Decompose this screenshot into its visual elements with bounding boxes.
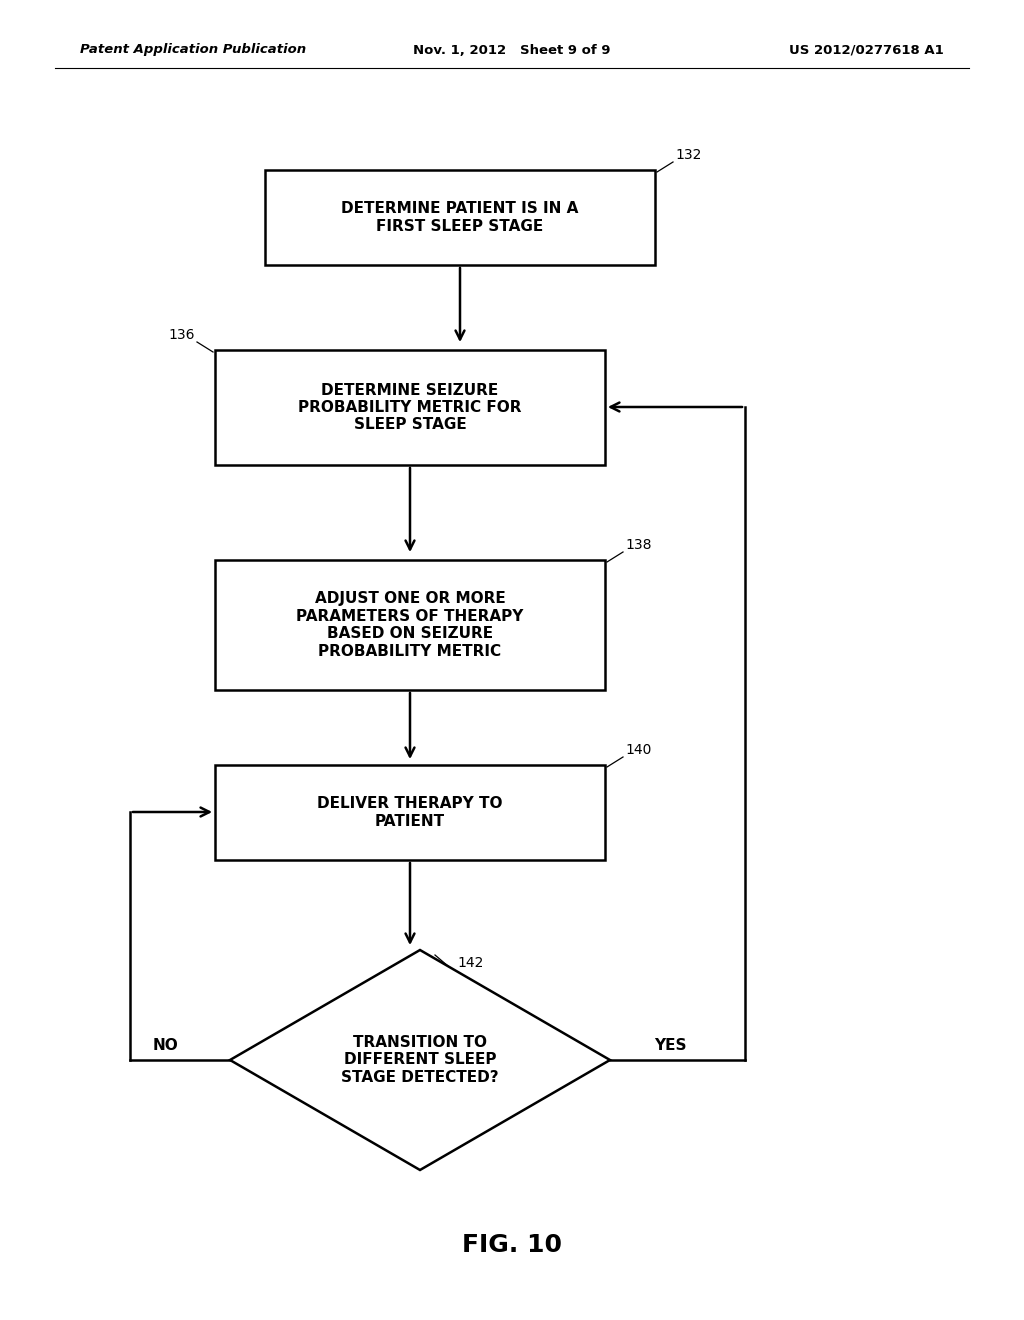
Text: 136: 136: [169, 327, 195, 342]
Text: Nov. 1, 2012   Sheet 9 of 9: Nov. 1, 2012 Sheet 9 of 9: [414, 44, 610, 57]
Bar: [265, 170, 655, 265]
Text: NO: NO: [153, 1038, 178, 1052]
Text: 142: 142: [457, 956, 483, 970]
Text: FIG. 10: FIG. 10: [462, 1233, 562, 1257]
Text: 140: 140: [625, 743, 651, 756]
Bar: [215, 350, 605, 465]
Text: 138: 138: [625, 539, 651, 552]
Bar: [215, 560, 605, 690]
Text: ADJUST ONE OR MORE
PARAMETERS OF THERAPY
BASED ON SEIZURE
PROBABILITY METRIC: ADJUST ONE OR MORE PARAMETERS OF THERAPY…: [296, 591, 523, 659]
Text: YES: YES: [653, 1038, 686, 1052]
Text: Patent Application Publication: Patent Application Publication: [80, 44, 306, 57]
Text: DETERMINE SEIZURE
PROBABILITY METRIC FOR
SLEEP STAGE: DETERMINE SEIZURE PROBABILITY METRIC FOR…: [298, 383, 522, 433]
Text: DELIVER THERAPY TO
PATIENT: DELIVER THERAPY TO PATIENT: [317, 796, 503, 829]
Text: TRANSITION TO
DIFFERENT SLEEP
STAGE DETECTED?: TRANSITION TO DIFFERENT SLEEP STAGE DETE…: [341, 1035, 499, 1085]
Text: DETERMINE PATIENT IS IN A
FIRST SLEEP STAGE: DETERMINE PATIENT IS IN A FIRST SLEEP ST…: [341, 201, 579, 234]
Bar: [215, 766, 605, 861]
Text: US 2012/0277618 A1: US 2012/0277618 A1: [790, 44, 944, 57]
Text: 132: 132: [675, 148, 701, 162]
Polygon shape: [230, 950, 610, 1170]
